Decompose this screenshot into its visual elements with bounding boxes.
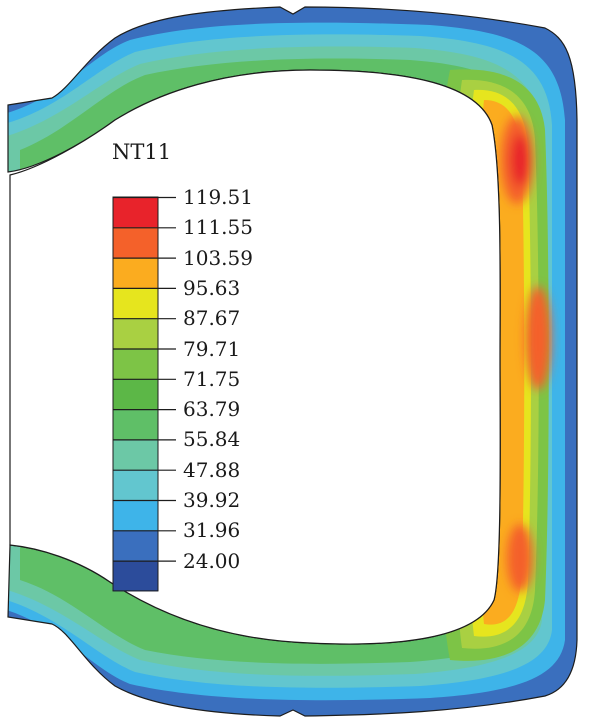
legend-color-bar <box>112 196 176 592</box>
legend-band <box>113 287 158 319</box>
legend-band <box>113 409 158 440</box>
legend-band <box>113 530 158 562</box>
legend-band <box>113 257 158 289</box>
legend-band <box>113 197 158 228</box>
legend-band <box>113 469 158 501</box>
legend-band <box>113 378 158 410</box>
legend-band <box>113 227 158 259</box>
legend-band <box>113 560 158 592</box>
legend-band <box>113 348 158 380</box>
legend-title: NT11 <box>112 140 172 164</box>
legend-band <box>113 318 158 349</box>
legend-band <box>113 500 158 531</box>
legend-band <box>113 439 158 471</box>
tire-cavity <box>9 69 501 645</box>
